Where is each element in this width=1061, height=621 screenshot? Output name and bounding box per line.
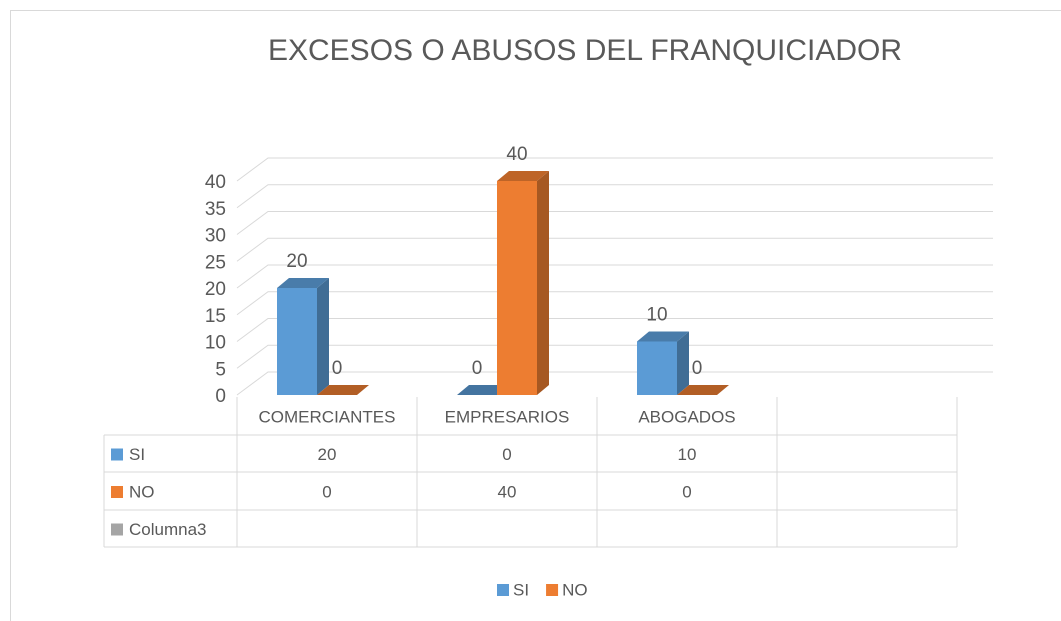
- table-cell: 0: [502, 445, 511, 464]
- bar-face: [277, 278, 329, 288]
- table-series-name: SI: [129, 445, 145, 464]
- grid-line: [236, 157, 993, 182]
- y-tick-label: 0: [215, 386, 226, 407]
- grid-line: [236, 211, 993, 235]
- bar-face: [457, 385, 509, 395]
- y-tick-label: 25: [205, 252, 226, 273]
- grid-line: [236, 184, 993, 209]
- bar-face: [677, 331, 689, 395]
- y-tick-label: 20: [205, 279, 226, 300]
- chart-title: EXCESOS O ABUSOS DEL FRANQUICIADOR: [268, 34, 902, 67]
- data-label: 10: [646, 305, 667, 326]
- data-label: 40: [506, 144, 527, 165]
- y-tick-label: 15: [205, 306, 226, 327]
- bar-face: [277, 288, 317, 395]
- x-tick-label: EMPRESARIOS: [445, 407, 570, 426]
- y-tick-label: 5: [215, 359, 226, 380]
- grid-line: [236, 291, 993, 316]
- bar-face: [537, 171, 549, 395]
- y-tick-label: 40: [205, 172, 226, 193]
- bar-face: [317, 278, 329, 395]
- x-tick-label: ABOGADOS: [638, 407, 735, 426]
- grid-line: [236, 318, 993, 342]
- grid-line: [236, 344, 993, 369]
- grid-line: [236, 237, 993, 262]
- bar-face: [317, 385, 369, 395]
- table-cell: 20: [318, 445, 337, 464]
- table-cell: 0: [682, 482, 691, 501]
- legend-key: [546, 584, 559, 596]
- table-cell: 10: [678, 445, 697, 464]
- data-label: 0: [472, 358, 483, 379]
- data-label: 0: [332, 358, 343, 379]
- y-tick-label: 30: [205, 226, 226, 247]
- bar: [317, 385, 369, 395]
- bar: [497, 171, 549, 395]
- table-cell: 0: [322, 482, 331, 501]
- bar: [457, 385, 509, 395]
- bar-face: [637, 341, 677, 395]
- table-series-name: NO: [129, 482, 155, 501]
- table-cell: 40: [498, 482, 517, 501]
- grid-line: [236, 264, 993, 289]
- legend-label: NO: [562, 580, 588, 599]
- y-tick-label: 35: [205, 199, 226, 220]
- legend-key: [497, 584, 509, 596]
- table-legend-key: [111, 448, 123, 461]
- bar: [277, 278, 329, 395]
- grid-line: [236, 371, 993, 396]
- bar-face: [677, 385, 729, 395]
- y-tick-label: 10: [205, 333, 226, 354]
- bar-face: [637, 331, 689, 342]
- x-tick-label: COMERCIANTES: [259, 407, 396, 426]
- legend-label: SI: [513, 580, 529, 599]
- bar: [637, 331, 689, 395]
- bar: [677, 385, 729, 395]
- table-legend-key: [111, 486, 123, 498]
- data-label: 0: [692, 358, 703, 379]
- table-legend-key: [111, 523, 123, 536]
- bar-face: [497, 181, 537, 395]
- bar-face: [497, 171, 549, 181]
- data-label: 20: [286, 251, 307, 272]
- table-series-name: Columna3: [129, 520, 207, 539]
